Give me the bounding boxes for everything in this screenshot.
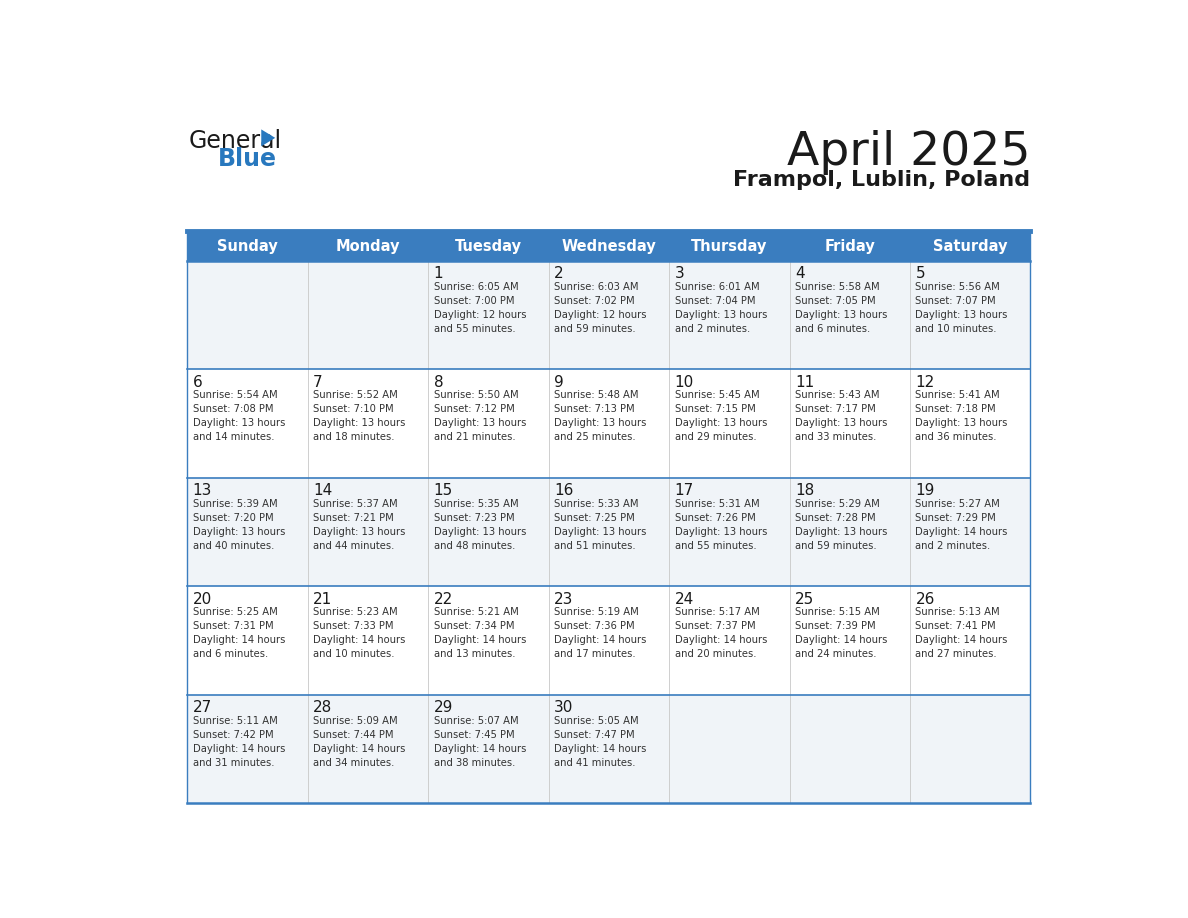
Text: 12: 12: [916, 375, 935, 390]
Text: Sunrise: 5:25 AM
Sunset: 7:31 PM
Daylight: 14 hours
and 6 minutes.: Sunrise: 5:25 AM Sunset: 7:31 PM Dayligh…: [192, 607, 285, 659]
Text: Sunrise: 5:43 AM
Sunset: 7:17 PM
Daylight: 13 hours
and 33 minutes.: Sunrise: 5:43 AM Sunset: 7:17 PM Dayligh…: [795, 390, 887, 442]
Text: 1: 1: [434, 266, 443, 282]
Text: Sunrise: 6:01 AM
Sunset: 7:04 PM
Daylight: 13 hours
and 2 minutes.: Sunrise: 6:01 AM Sunset: 7:04 PM Dayligh…: [675, 282, 767, 334]
Text: Sunrise: 5:05 AM
Sunset: 7:47 PM
Daylight: 14 hours
and 41 minutes.: Sunrise: 5:05 AM Sunset: 7:47 PM Dayligh…: [554, 715, 646, 767]
Text: Sunrise: 5:29 AM
Sunset: 7:28 PM
Daylight: 13 hours
and 59 minutes.: Sunrise: 5:29 AM Sunset: 7:28 PM Dayligh…: [795, 498, 887, 551]
Text: Wednesday: Wednesday: [562, 239, 656, 254]
Text: 6: 6: [192, 375, 202, 390]
Text: Sunrise: 5:11 AM
Sunset: 7:42 PM
Daylight: 14 hours
and 31 minutes.: Sunrise: 5:11 AM Sunset: 7:42 PM Dayligh…: [192, 715, 285, 767]
Text: Sunrise: 5:13 AM
Sunset: 7:41 PM
Daylight: 14 hours
and 27 minutes.: Sunrise: 5:13 AM Sunset: 7:41 PM Dayligh…: [916, 607, 1007, 659]
Text: 9: 9: [554, 375, 564, 390]
Text: Sunrise: 5:31 AM
Sunset: 7:26 PM
Daylight: 13 hours
and 55 minutes.: Sunrise: 5:31 AM Sunset: 7:26 PM Dayligh…: [675, 498, 767, 551]
Polygon shape: [261, 129, 276, 146]
Text: Sunrise: 5:56 AM
Sunset: 7:07 PM
Daylight: 13 hours
and 10 minutes.: Sunrise: 5:56 AM Sunset: 7:07 PM Dayligh…: [916, 282, 1007, 334]
Text: 10: 10: [675, 375, 694, 390]
Text: 19: 19: [916, 483, 935, 498]
Text: 8: 8: [434, 375, 443, 390]
Text: Sunrise: 5:52 AM
Sunset: 7:10 PM
Daylight: 13 hours
and 18 minutes.: Sunrise: 5:52 AM Sunset: 7:10 PM Dayligh…: [314, 390, 405, 442]
Text: 18: 18: [795, 483, 814, 498]
Text: Frampol, Lublin, Poland: Frampol, Lublin, Poland: [733, 170, 1030, 190]
Text: Sunrise: 5:39 AM
Sunset: 7:20 PM
Daylight: 13 hours
and 40 minutes.: Sunrise: 5:39 AM Sunset: 7:20 PM Dayligh…: [192, 498, 285, 551]
Text: Sunrise: 5:58 AM
Sunset: 7:05 PM
Daylight: 13 hours
and 6 minutes.: Sunrise: 5:58 AM Sunset: 7:05 PM Dayligh…: [795, 282, 887, 334]
Text: 3: 3: [675, 266, 684, 282]
Bar: [188, 261, 1030, 370]
Bar: [188, 370, 1030, 478]
Text: 30: 30: [554, 700, 574, 715]
Text: 16: 16: [554, 483, 574, 498]
Text: 23: 23: [554, 592, 574, 607]
Text: 7: 7: [314, 375, 323, 390]
Bar: [188, 478, 1030, 587]
Text: Sunrise: 6:03 AM
Sunset: 7:02 PM
Daylight: 12 hours
and 59 minutes.: Sunrise: 6:03 AM Sunset: 7:02 PM Dayligh…: [554, 282, 646, 334]
Text: Sunrise: 5:21 AM
Sunset: 7:34 PM
Daylight: 14 hours
and 13 minutes.: Sunrise: 5:21 AM Sunset: 7:34 PM Dayligh…: [434, 607, 526, 659]
Text: Sunrise: 5:33 AM
Sunset: 7:25 PM
Daylight: 13 hours
and 51 minutes.: Sunrise: 5:33 AM Sunset: 7:25 PM Dayligh…: [554, 498, 646, 551]
Text: 11: 11: [795, 375, 814, 390]
Text: Monday: Monday: [336, 239, 400, 254]
Text: 2: 2: [554, 266, 563, 282]
Text: Sunrise: 5:17 AM
Sunset: 7:37 PM
Daylight: 14 hours
and 20 minutes.: Sunrise: 5:17 AM Sunset: 7:37 PM Dayligh…: [675, 607, 767, 659]
Text: Friday: Friday: [824, 239, 876, 254]
Text: 25: 25: [795, 592, 814, 607]
Text: April 2025: April 2025: [786, 130, 1030, 175]
Bar: [188, 232, 1030, 261]
Text: Thursday: Thursday: [691, 239, 767, 254]
Text: Sunrise: 5:07 AM
Sunset: 7:45 PM
Daylight: 14 hours
and 38 minutes.: Sunrise: 5:07 AM Sunset: 7:45 PM Dayligh…: [434, 715, 526, 767]
Text: 20: 20: [192, 592, 211, 607]
Text: Sunday: Sunday: [217, 239, 278, 254]
Text: 26: 26: [916, 592, 935, 607]
Text: Sunrise: 5:19 AM
Sunset: 7:36 PM
Daylight: 14 hours
and 17 minutes.: Sunrise: 5:19 AM Sunset: 7:36 PM Dayligh…: [554, 607, 646, 659]
Text: 15: 15: [434, 483, 453, 498]
Text: Sunrise: 5:09 AM
Sunset: 7:44 PM
Daylight: 14 hours
and 34 minutes.: Sunrise: 5:09 AM Sunset: 7:44 PM Dayligh…: [314, 715, 405, 767]
Text: 17: 17: [675, 483, 694, 498]
Text: 29: 29: [434, 700, 453, 715]
Bar: [188, 695, 1030, 803]
Text: Tuesday: Tuesday: [455, 239, 522, 254]
Text: 22: 22: [434, 592, 453, 607]
Text: 5: 5: [916, 266, 925, 282]
Text: 13: 13: [192, 483, 211, 498]
Bar: [188, 587, 1030, 695]
Text: Sunrise: 5:54 AM
Sunset: 7:08 PM
Daylight: 13 hours
and 14 minutes.: Sunrise: 5:54 AM Sunset: 7:08 PM Dayligh…: [192, 390, 285, 442]
Text: Sunrise: 5:23 AM
Sunset: 7:33 PM
Daylight: 14 hours
and 10 minutes.: Sunrise: 5:23 AM Sunset: 7:33 PM Dayligh…: [314, 607, 405, 659]
Text: Sunrise: 5:45 AM
Sunset: 7:15 PM
Daylight: 13 hours
and 29 minutes.: Sunrise: 5:45 AM Sunset: 7:15 PM Dayligh…: [675, 390, 767, 442]
Text: Sunrise: 5:35 AM
Sunset: 7:23 PM
Daylight: 13 hours
and 48 minutes.: Sunrise: 5:35 AM Sunset: 7:23 PM Dayligh…: [434, 498, 526, 551]
Text: Sunrise: 5:37 AM
Sunset: 7:21 PM
Daylight: 13 hours
and 44 minutes.: Sunrise: 5:37 AM Sunset: 7:21 PM Dayligh…: [314, 498, 405, 551]
Text: 28: 28: [314, 700, 333, 715]
Text: Blue: Blue: [219, 147, 277, 171]
Text: Sunrise: 6:05 AM
Sunset: 7:00 PM
Daylight: 12 hours
and 55 minutes.: Sunrise: 6:05 AM Sunset: 7:00 PM Dayligh…: [434, 282, 526, 334]
Text: 27: 27: [192, 700, 211, 715]
Text: Sunrise: 5:27 AM
Sunset: 7:29 PM
Daylight: 14 hours
and 2 minutes.: Sunrise: 5:27 AM Sunset: 7:29 PM Dayligh…: [916, 498, 1007, 551]
Text: 4: 4: [795, 266, 804, 282]
Text: Sunrise: 5:48 AM
Sunset: 7:13 PM
Daylight: 13 hours
and 25 minutes.: Sunrise: 5:48 AM Sunset: 7:13 PM Dayligh…: [554, 390, 646, 442]
Text: General: General: [189, 129, 282, 152]
Text: 14: 14: [314, 483, 333, 498]
Text: Sunrise: 5:15 AM
Sunset: 7:39 PM
Daylight: 14 hours
and 24 minutes.: Sunrise: 5:15 AM Sunset: 7:39 PM Dayligh…: [795, 607, 887, 659]
Text: 24: 24: [675, 592, 694, 607]
Text: 21: 21: [314, 592, 333, 607]
Text: Sunrise: 5:50 AM
Sunset: 7:12 PM
Daylight: 13 hours
and 21 minutes.: Sunrise: 5:50 AM Sunset: 7:12 PM Dayligh…: [434, 390, 526, 442]
Text: Sunrise: 5:41 AM
Sunset: 7:18 PM
Daylight: 13 hours
and 36 minutes.: Sunrise: 5:41 AM Sunset: 7:18 PM Dayligh…: [916, 390, 1007, 442]
Text: Saturday: Saturday: [933, 239, 1007, 254]
